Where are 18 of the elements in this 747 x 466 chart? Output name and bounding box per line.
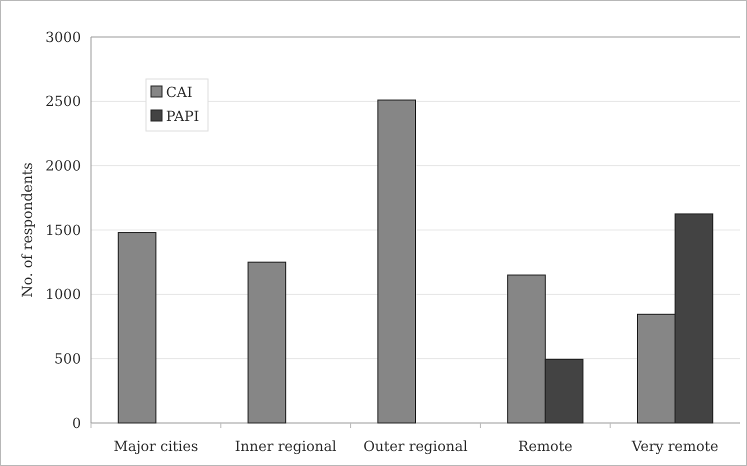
y-tick-label: 0 [72, 416, 81, 432]
legend-label: PAPI [166, 108, 200, 125]
x-tick-label: Outer regional [363, 439, 468, 455]
x-tick-label: Very remote [630, 439, 718, 455]
x-tick-label: Inner regional [234, 439, 338, 455]
y-tick-label: 500 [54, 352, 81, 368]
legend-label: CAI [166, 84, 192, 101]
x-tick-label: Major cities [114, 439, 198, 455]
x-tick-label: Remote [518, 439, 573, 455]
y-tick-label: 1000 [45, 287, 81, 304]
bar [377, 100, 416, 424]
bar [118, 232, 156, 424]
y-tick-label: 1500 [45, 222, 81, 239]
y-tick-label: 2000 [45, 158, 81, 175]
y-axis-title: No. of respondents [20, 162, 36, 298]
y-tick-label: 3000 [45, 30, 81, 46]
bar [248, 262, 286, 424]
y-tick-label: 2500 [45, 94, 81, 110]
